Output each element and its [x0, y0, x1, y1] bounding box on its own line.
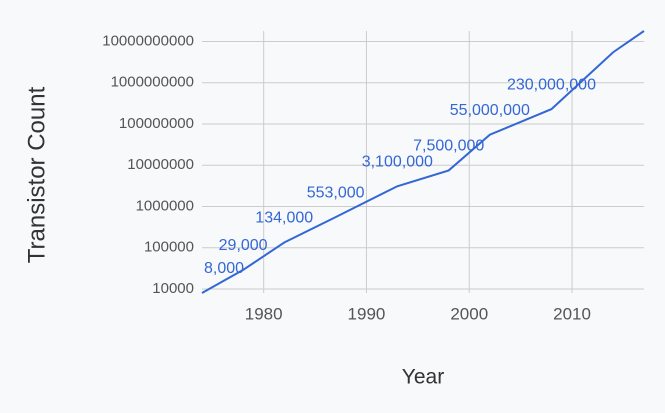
x-tick-label: 1990: [348, 304, 386, 323]
y-axis-label: Transistor Count: [23, 86, 50, 263]
y-tick-label: 100000: [144, 239, 194, 256]
x-tick-label: 2000: [450, 304, 488, 323]
x-tick-label: 1980: [245, 304, 283, 323]
data-label: 55,000,000: [450, 102, 530, 119]
data-label: 3,100,000: [362, 153, 433, 170]
y-tick-label: 100000000: [119, 115, 194, 132]
data-label: 29,000: [219, 237, 268, 254]
x-tick-label: 2010: [553, 304, 591, 323]
data-line: [201, 30, 645, 294]
data-label: 7,500,000: [413, 138, 484, 155]
y-tick-label: 10000: [152, 280, 194, 297]
data-label: 230,000,000: [507, 76, 596, 93]
data-label: 134,000: [255, 210, 313, 227]
data-label: 553,000: [307, 184, 365, 201]
y-tick-label: 1000000: [136, 197, 194, 214]
data-label: 8,000: [204, 260, 244, 277]
y-tick-label: 10000000000: [102, 32, 194, 49]
y-tick-label: 1000000000: [111, 74, 194, 91]
x-axis-label: Year: [402, 366, 444, 389]
y-tick-label: 10000000: [127, 156, 194, 173]
